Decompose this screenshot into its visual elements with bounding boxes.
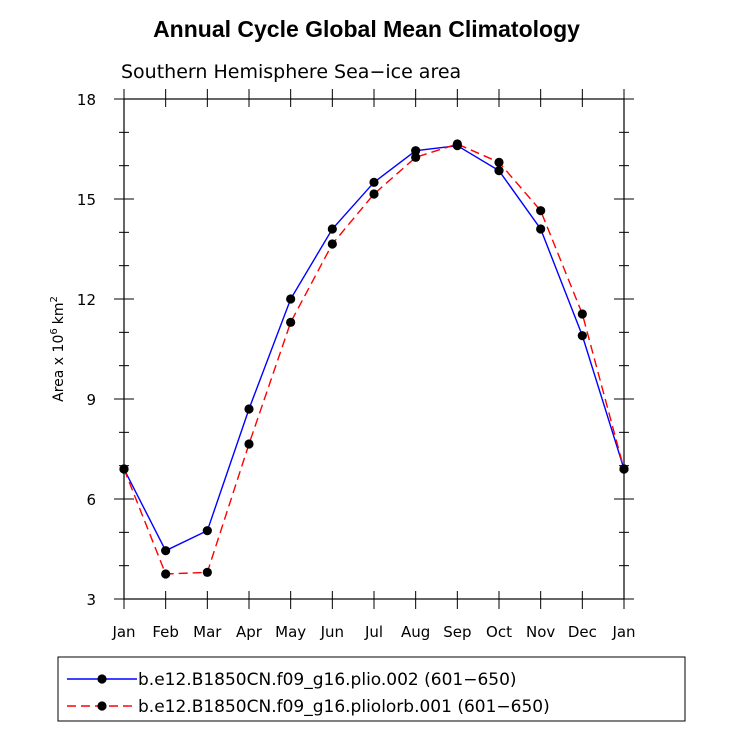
legend-label-1: b.e12.B1850CN.f09_g16.pliolorb.001 (601−… <box>138 697 550 717</box>
y-axis-label-text: Area x 10 <box>51 335 67 402</box>
x-tick-label: Mar <box>193 623 222 641</box>
series-0-point <box>161 546 171 556</box>
x-tick-label: Jul <box>364 623 383 641</box>
series-0-point <box>494 166 504 176</box>
series-layer <box>119 139 629 579</box>
series-0-point <box>577 331 587 341</box>
x-tick-label: Jan <box>111 623 135 641</box>
y-tick-label: 3 <box>86 591 96 609</box>
x-tick-label: Sep <box>443 623 471 641</box>
series-0-point <box>244 404 254 414</box>
series-1-point <box>327 239 337 249</box>
y-tick-label: 6 <box>86 491 96 509</box>
series-0-point <box>202 526 212 536</box>
x-tick-label: Oct <box>486 623 512 641</box>
y-axis-label: Area x 106 km2 <box>49 296 67 402</box>
legend-marker-0 <box>97 674 107 684</box>
chart-title: Annual Cycle Global Mean Climatology <box>153 16 580 42</box>
series-0-point <box>536 224 546 234</box>
series-0-point <box>327 224 337 234</box>
x-axis: Jan Feb Mar Apr May Jun Jul Aug Sep Oct Nov Dec Jan <box>111 89 636 641</box>
legend-box <box>57 656 686 722</box>
legend-label-0: b.e12.B1850CN.f09_g16.plio.002 (601−650) <box>138 670 517 690</box>
y-axis: 3 6 9 12 15 18 <box>77 91 634 609</box>
series-1-point <box>244 439 254 449</box>
y-tick-label: 9 <box>86 391 96 409</box>
series-1-point <box>452 139 462 149</box>
series-1-point <box>202 567 212 577</box>
series-1-point <box>411 152 421 162</box>
x-tick-label: Jan <box>611 623 635 641</box>
x-tick-label: May <box>275 623 306 641</box>
x-tick-label: Dec <box>568 623 597 641</box>
y-axis-label-unit: km <box>51 303 67 325</box>
series-0-point <box>286 294 296 304</box>
y-tick-label: 15 <box>77 191 96 209</box>
x-tick-label: Apr <box>236 623 263 641</box>
legend: b.e12.B1850CN.f09_g16.plio.002 (601−650)… <box>57 656 686 722</box>
x-tick-label: Feb <box>152 623 179 641</box>
y-axis-label-exponent: 6 <box>49 328 60 334</box>
chart-subtitle: Southern Hemisphere Sea−ice area <box>121 61 461 83</box>
series-1-point <box>494 157 504 167</box>
plot-frame <box>123 98 625 600</box>
y-tick-label: 18 <box>77 91 96 109</box>
series-1-point <box>286 317 296 327</box>
series-line-0 <box>123 144 625 552</box>
series-1-point <box>369 189 379 199</box>
series-line-1 <box>123 143 625 575</box>
series-1-point <box>119 464 129 474</box>
y-axis-label-unit-exponent: 2 <box>49 296 60 302</box>
series-1-point <box>577 309 587 319</box>
series-1-point <box>536 206 546 216</box>
y-tick-label: 12 <box>77 291 96 309</box>
series-0-point <box>369 177 379 187</box>
series-0-point <box>411 146 421 156</box>
x-tick-label: Aug <box>401 623 430 641</box>
series-1-point <box>619 464 629 474</box>
series-1-point <box>161 569 171 579</box>
x-tick-label: Jun <box>320 623 344 641</box>
legend-marker-1 <box>97 701 107 711</box>
x-tick-label: Nov <box>526 623 555 641</box>
